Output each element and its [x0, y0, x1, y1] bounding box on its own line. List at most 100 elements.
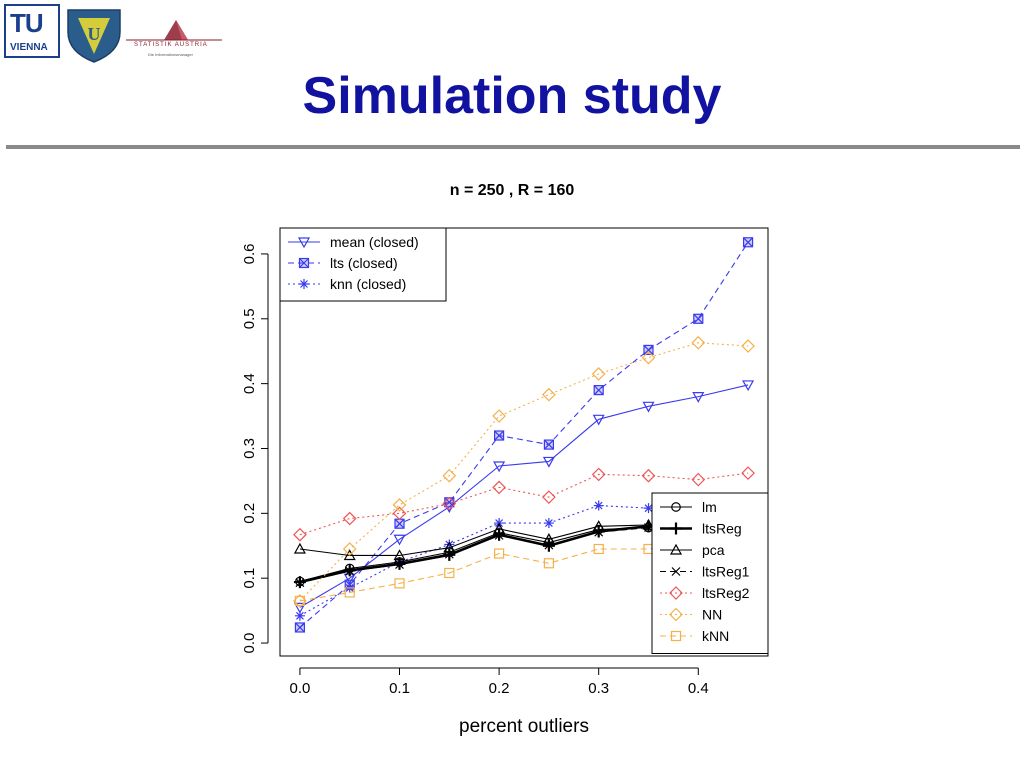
- data-point: [741, 466, 755, 480]
- line-chart: n = 250 , R = 160 0.0 0.1 0.2 0.3 0.4 percent …: [241, 182, 769, 737]
- data-point: [444, 567, 455, 579]
- tu-logo-text: TU: [10, 8, 44, 38]
- data-point: [392, 506, 407, 521]
- x-tick-label: 0.2: [489, 680, 510, 697]
- legend-methods-label: ltsReg1: [702, 564, 750, 580]
- tu-vienna-logo: TU VIENNA: [4, 4, 60, 58]
- data-point: [593, 543, 604, 555]
- legend-closed-swatch-marker: [297, 237, 311, 249]
- data-point: [395, 560, 404, 569]
- legend-methods-swatch-marker: [671, 567, 681, 576]
- legend-methods-label: ltsReg: [702, 521, 742, 537]
- data-point: [492, 409, 506, 423]
- data-point: [295, 578, 305, 588]
- legend-methods-label: ltsReg2: [702, 585, 750, 601]
- data-point: [494, 530, 504, 540]
- legend-methods-label: lm: [702, 499, 717, 515]
- x-tick-label: 0.0: [289, 680, 310, 697]
- data-point: [742, 237, 754, 248]
- statistik-austria-logo: STATISTIK AUSTRIA Die Informationsmanage…: [126, 16, 222, 60]
- data-point: [543, 439, 554, 450]
- data-point: [293, 542, 306, 554]
- data-point: [542, 456, 555, 468]
- data-point: [294, 610, 305, 621]
- data-point: [393, 549, 406, 561]
- data-point: [591, 367, 606, 381]
- data-point: [692, 392, 705, 403]
- data-point: [594, 527, 604, 537]
- legend-methods-swatch-marker: [669, 586, 683, 600]
- y-tick-label: 0.6: [241, 244, 258, 265]
- data-point: [442, 468, 457, 483]
- chart-title: n = 250 , R = 160: [450, 182, 575, 199]
- data-point: [643, 503, 654, 514]
- data-point: [393, 534, 406, 546]
- data-point: [444, 549, 454, 559]
- data-point: [394, 518, 405, 529]
- data-point: [294, 622, 306, 633]
- legend-closed-label: mean (closed): [330, 234, 419, 250]
- legend-methods-swatch-marker: [669, 607, 683, 622]
- data-point: [293, 602, 306, 614]
- data-point: [392, 498, 407, 512]
- series-line-nn: [299, 342, 749, 602]
- data-point: [542, 533, 555, 544]
- data-point: [544, 540, 554, 550]
- legend-closed-label: lts (closed): [330, 255, 398, 271]
- x-axis-label: percent outliers: [459, 716, 589, 737]
- data-point: [641, 350, 656, 365]
- data-point: [294, 595, 306, 606]
- data-point: [443, 541, 456, 553]
- data-point: [442, 496, 457, 511]
- statistik-austria-text: STATISTIK AUSTRIA: [134, 42, 208, 48]
- data-point: [542, 490, 556, 504]
- legend-methods-swatch-marker: [670, 522, 682, 535]
- data-point: [693, 313, 704, 324]
- legend-methods-label: kNN: [702, 628, 729, 644]
- data-point: [642, 401, 655, 413]
- data-point: [293, 527, 307, 542]
- x-tick-label: 0.4: [688, 680, 709, 697]
- series-line-ltsreg2: [299, 472, 749, 536]
- data-point: [343, 549, 356, 561]
- legend-methods-swatch-marker: [669, 543, 683, 555]
- data-point: [742, 380, 755, 392]
- legend-closed-swatch-marker: [298, 257, 310, 269]
- legend-methods-label: pca: [702, 542, 725, 558]
- data-point: [542, 387, 556, 402]
- y-tick-label: 0.3: [241, 438, 258, 459]
- data-point: [345, 566, 355, 576]
- data-point: [643, 344, 654, 356]
- data-point: [691, 472, 706, 487]
- legend-closed-label: knn (closed): [330, 276, 406, 292]
- legend-methods-box: [651, 492, 769, 654]
- data-point: [444, 539, 455, 550]
- data-point: [342, 511, 357, 526]
- series-line-knn-closed-: [299, 498, 749, 617]
- data-point: [493, 522, 506, 534]
- data-point: [593, 385, 604, 396]
- vienna-logo-text: VIENNA: [10, 42, 48, 53]
- data-point: [494, 548, 505, 559]
- legend-methods-swatch-marker: [671, 502, 681, 512]
- data-point: [644, 523, 653, 533]
- x-tick-label: 0.1: [389, 680, 410, 697]
- series-line-mean-closed-: [299, 384, 749, 608]
- y-tick-label: 0.4: [241, 373, 258, 394]
- title-divider: [6, 145, 1020, 149]
- data-point: [691, 335, 706, 350]
- data-point: [591, 467, 606, 482]
- plot-frame: [279, 227, 769, 657]
- data-point: [593, 500, 604, 511]
- legend-methods-swatch-marker: [670, 630, 682, 642]
- data-point: [592, 520, 605, 531]
- data-point: [394, 578, 405, 589]
- data-point: [493, 461, 506, 473]
- svg-text:U: U: [88, 24, 101, 44]
- data-point: [492, 480, 506, 495]
- data-point: [641, 468, 656, 483]
- series-line-lts-closed-: [299, 241, 749, 628]
- x-tick-label: 0.3: [588, 680, 609, 697]
- statistik-austria-triangle-icon: [126, 20, 222, 41]
- data-point: [543, 518, 554, 529]
